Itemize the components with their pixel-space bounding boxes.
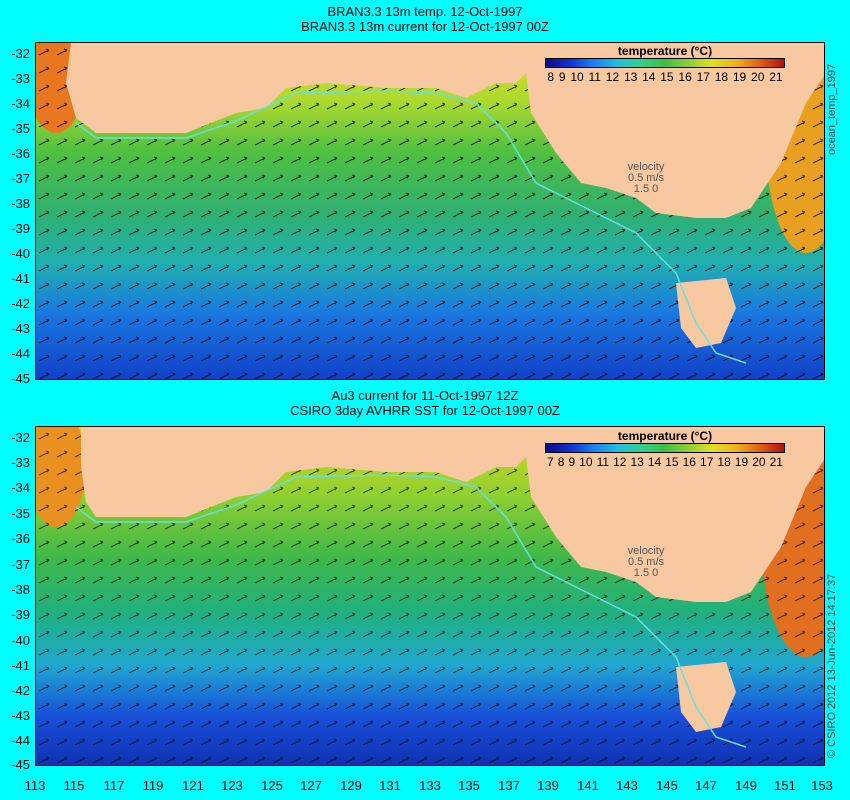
bottom-tasmania-land: [676, 662, 736, 732]
bottom-legend: temperature (°C) 7 8 9 10 11 12 13 14 15 16 17 18 19…: [545, 429, 785, 469]
top-legend: temperature (°C) 8 9 10 11 12 13 14 15 16 17 18 19 2…: [545, 44, 785, 84]
top-legend-ticks: 8 9 10 11 12 13 14 15 16 17 18 19 20 21: [547, 70, 783, 84]
top-legend-title: temperature (°C): [617, 44, 713, 58]
top-velocity-key: velocity 0.5 m/s 1.5 0: [616, 162, 676, 195]
bottom-legend-colorbar: [545, 443, 785, 453]
bottom-legend-title: temperature (°C): [617, 429, 713, 443]
top-tasmania-land: [676, 278, 736, 348]
bottom-title-line2: CSIRO 3day AVHRR SST for 12-Oct-1997 00Z: [290, 403, 560, 418]
top-map: [35, 42, 825, 380]
bottom-coast-contour: [75, 474, 747, 748]
bottom-map-svg: [36, 427, 824, 765]
top-map-svg: [36, 43, 824, 379]
bottom-velocity-key: velocity 0.5 m/s 1.5 0: [616, 546, 676, 579]
top-australia-land: [66, 43, 824, 218]
top-title-line1: BRAN3.3 13m temp. 12-Oct-1997: [327, 4, 523, 19]
bottom-side-label: © CSIRO 2012 13-Jun-2012 14:17:37: [826, 573, 838, 758]
top-velocity-label: velocity: [627, 161, 665, 173]
top-coast-contour: [75, 90, 747, 364]
bottom-australia-land: [81, 427, 824, 602]
top-legend-colorbar: [545, 58, 785, 68]
bottom-velocity-value: 0.5 m/s: [627, 556, 665, 568]
bottom-velocity-scale: 1.5 0: [633, 567, 659, 579]
bottom-title-line1: Au3 current for 11-Oct-1997 12Z: [331, 388, 519, 403]
top-velocity-scale: 1.5 0: [633, 183, 659, 195]
top-velocity-value: 0.5 m/s: [627, 172, 665, 184]
bottom-velocity-label: velocity: [627, 545, 665, 557]
top-title-line2: BRAN3.3 13m current for 12-Oct-1997 00Z: [301, 19, 549, 34]
top-side-label: ocean_temp_1997: [826, 63, 838, 155]
bottom-legend-ticks: 7 8 9 10 11 12 13 14 15 16 17 18 19 20 21: [547, 455, 783, 469]
bottom-map: [35, 426, 825, 766]
